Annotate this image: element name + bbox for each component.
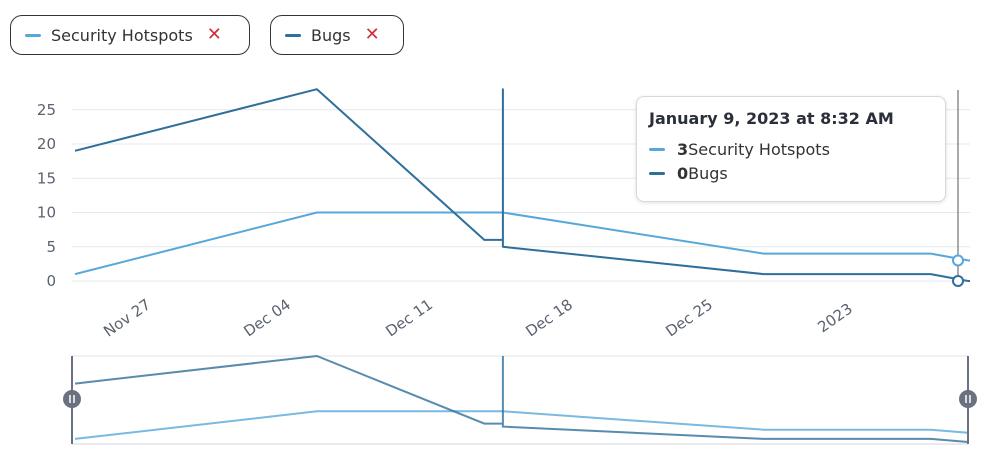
x-tick-label: Dec 25 bbox=[662, 295, 716, 340]
tooltip-value: 0 bbox=[677, 164, 689, 183]
y-tick-label: 0 bbox=[46, 272, 56, 290]
legend-label: Security Hotspots bbox=[51, 25, 193, 45]
tooltip-row-bugs: 0 Bugs bbox=[649, 164, 933, 183]
x-tick-label: Nov 27 bbox=[100, 295, 154, 340]
y-tick-label: 15 bbox=[37, 169, 56, 187]
hover-point-marker bbox=[952, 254, 964, 267]
x-tick-label: Dec 04 bbox=[240, 295, 294, 340]
x-tick-label: Dec 18 bbox=[522, 295, 576, 340]
legend-label: Bugs bbox=[311, 25, 351, 45]
tooltip: January 9, 2023 at 8:32 AM 3 Security Hot… bbox=[636, 96, 946, 202]
y-tick-label: 20 bbox=[37, 135, 56, 153]
legend-swatch bbox=[285, 33, 301, 37]
tooltip-swatch bbox=[649, 172, 665, 175]
series-line-bugs bbox=[74, 88, 969, 282]
y-tick-label: 25 bbox=[37, 101, 56, 119]
close-icon[interactable]: ✕ bbox=[364, 24, 380, 45]
brush-right-handle[interactable] bbox=[959, 390, 977, 408]
brush-left-handle[interactable] bbox=[63, 390, 81, 408]
tooltip-label: Security Hotspots bbox=[688, 140, 830, 159]
legend-swatch bbox=[25, 33, 41, 37]
hover-point-marker bbox=[952, 275, 964, 287]
y-tick-label: 10 bbox=[37, 204, 56, 222]
tooltip-value: 3 bbox=[677, 140, 689, 159]
close-icon[interactable]: ✕ bbox=[206, 24, 222, 45]
legend-item-security-hotspots[interactable]: Security Hotspots ✕ bbox=[10, 15, 250, 55]
tooltip-label: Bugs bbox=[688, 164, 728, 183]
tooltip-row-security-hotspots: 3 Security Hotspots bbox=[649, 140, 933, 159]
x-tick-label: 2023 bbox=[814, 300, 856, 337]
legend-item-bugs[interactable]: Bugs ✕ bbox=[270, 15, 404, 55]
tooltip-swatch bbox=[649, 148, 665, 151]
y-tick-label: 5 bbox=[46, 238, 56, 256]
tooltip-title: January 9, 2023 at 8:32 AM bbox=[649, 109, 894, 128]
brush-series-line bbox=[74, 354, 969, 443]
brush-series-line bbox=[74, 410, 969, 440]
series-line-security-hotspots bbox=[74, 211, 969, 276]
x-tick-label: Dec 11 bbox=[382, 295, 436, 340]
